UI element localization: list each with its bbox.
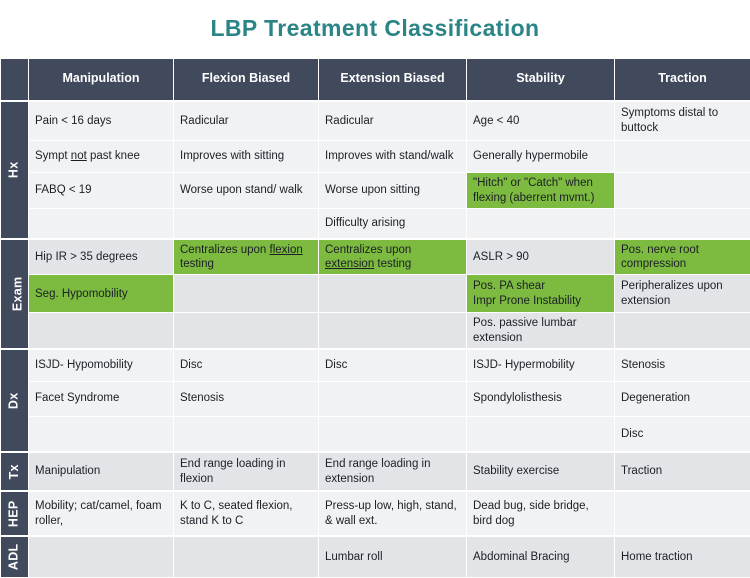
- table-row: HEP Mobility; cat/camel, foam roller,K to…: [1, 491, 750, 536]
- table-cell: Spondylolisthesis: [467, 381, 615, 416]
- table-cell: [615, 209, 750, 239]
- table-cell: [319, 313, 467, 349]
- table-cell: [319, 275, 467, 313]
- table-cell: [319, 416, 467, 452]
- table-cell: End range loading in extension: [319, 452, 467, 491]
- table-cell: Home traction: [615, 536, 750, 577]
- table-cell: End range loading in flexion: [174, 452, 319, 491]
- table-cell: Stenosis: [615, 349, 750, 381]
- section-label-text: Hx: [7, 161, 23, 178]
- table-cell: [29, 536, 174, 577]
- table-cell: [467, 209, 615, 239]
- table-cell: Disc: [174, 349, 319, 381]
- table-cell: Degeneration: [615, 381, 750, 416]
- table-cell: [174, 416, 319, 452]
- table-cell: [29, 209, 174, 239]
- page-title: LBP Treatment Classification: [0, 0, 750, 44]
- section-label-exam: Exam: [1, 239, 29, 350]
- table-cell: ISJD- Hypermobility: [467, 349, 615, 381]
- table-cell: Facet Syndrome: [29, 381, 174, 416]
- table-cell: FABQ < 19: [29, 173, 174, 209]
- table-cell: Centralizes upon flexion testing: [174, 239, 319, 275]
- table-cell: Worse upon sitting: [319, 173, 467, 209]
- table-cell: Generally hypermobile: [467, 141, 615, 173]
- table-cell: Disc: [615, 416, 750, 452]
- section-label-adl: ADL: [1, 536, 29, 577]
- table-cell: "Hitch" or "Catch" when flexing (aberren…: [467, 173, 615, 209]
- corner-cell: [1, 59, 29, 101]
- table-cell: Age < 40: [467, 101, 615, 141]
- table-cell: Pos. passive lumbar extension: [467, 313, 615, 349]
- table-cell: [615, 491, 750, 536]
- table-cell: [29, 313, 174, 349]
- table-cell: Peripheralizes upon extension: [615, 275, 750, 313]
- table-cell: Disc: [319, 349, 467, 381]
- table-cell: [29, 416, 174, 452]
- table-cell: Radicular: [174, 101, 319, 141]
- table-cell: Dead bug, side bridge, bird dog: [467, 491, 615, 536]
- table-cell: Radicular: [319, 101, 467, 141]
- table-cell: [319, 381, 467, 416]
- table-cell: Difficulty arising: [319, 209, 467, 239]
- table-cell: [174, 275, 319, 313]
- table-cell: Improves with stand/walk: [319, 141, 467, 173]
- column-header-traction: Traction: [615, 59, 750, 101]
- table-cell: Pos. nerve root compression: [615, 239, 750, 275]
- table-row: Pos. passive lumbar extension: [1, 313, 750, 349]
- section-label-text: Tx: [7, 464, 23, 479]
- table-cell: [174, 536, 319, 577]
- section-label-text: HEP: [7, 500, 23, 527]
- table-cell: [174, 209, 319, 239]
- section-label-tx: Tx: [1, 452, 29, 491]
- table-row: Difficulty arising: [1, 209, 750, 239]
- table-cell: [467, 416, 615, 452]
- table-cell: Manipulation: [29, 452, 174, 491]
- table-cell: Improves with sitting: [174, 141, 319, 173]
- table-cell: K to C, seated flexion, stand K to C: [174, 491, 319, 536]
- table-cell: Sympt not past knee: [29, 141, 174, 173]
- section-label-text: Exam: [10, 276, 26, 311]
- section-label-text: Dx: [7, 392, 23, 409]
- table-cell: Stability exercise: [467, 452, 615, 491]
- table-cell: [615, 173, 750, 209]
- section-label-hx: Hx: [1, 101, 29, 239]
- table-cell: Centralizes upon extension testing: [319, 239, 467, 275]
- table-cell: Mobility; cat/camel, foam roller,: [29, 491, 174, 536]
- section-label-dx: Dx: [1, 349, 29, 452]
- table-cell: Traction: [615, 452, 750, 491]
- table-cell: [174, 313, 319, 349]
- column-header-stability: Stability: [467, 59, 615, 101]
- column-header-extension-biased: Extension Biased: [319, 59, 467, 101]
- table-cell: [615, 313, 750, 349]
- section-label-text: ADL: [7, 543, 23, 570]
- table-cell: Pain < 16 days: [29, 101, 174, 141]
- table-row: Disc: [1, 416, 750, 452]
- table-cell: ASLR > 90: [467, 239, 615, 275]
- table-cell: Seg. Hypomobility: [29, 275, 174, 313]
- table-cell: Worse upon stand/ walk: [174, 173, 319, 209]
- table-cell: [615, 141, 750, 173]
- table-cell: Press-up low, high, stand, & wall ext.: [319, 491, 467, 536]
- column-header-manipulation: Manipulation: [29, 59, 174, 101]
- table-cell: Abdominal Bracing: [467, 536, 615, 577]
- table-cell: Stenosis: [174, 381, 319, 416]
- section-label-hep: HEP: [1, 491, 29, 536]
- table-cell: ISJD- Hypomobility: [29, 349, 174, 381]
- table-cell: Hip IR > 35 degrees: [29, 239, 174, 275]
- table-cell: Symptoms distal to buttock: [615, 101, 750, 141]
- column-header-flexion-biased: Flexion Biased: [174, 59, 319, 101]
- table-cell: Lumbar roll: [319, 536, 467, 577]
